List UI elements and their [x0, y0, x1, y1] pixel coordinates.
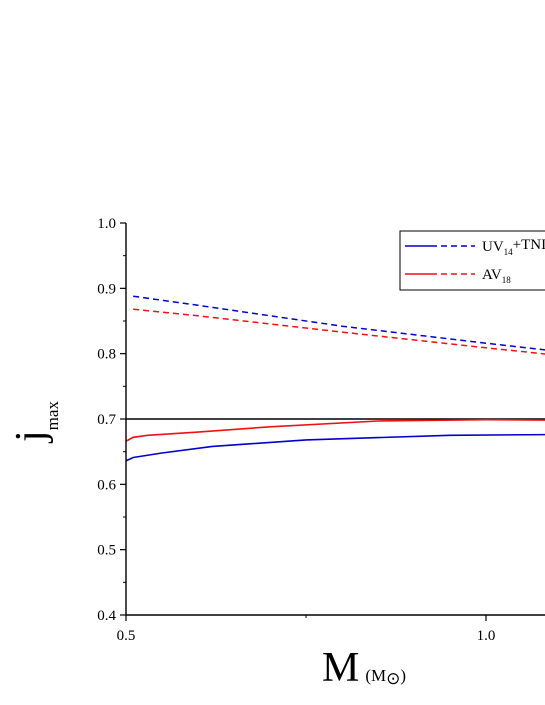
axes: 0.40.50.60.70.80.91.00.51.01.52.0	[97, 216, 545, 644]
x-axis-title: M (M⊙)	[322, 645, 406, 691]
y-axis-title: jmax	[8, 401, 62, 444]
y-tick-label: 0.7	[97, 412, 116, 428]
y-tick-label: 0.5	[97, 543, 116, 559]
series-1-dashed-line	[133, 308, 545, 355]
x-tick-label: 1.0	[477, 628, 496, 644]
legend-label: AV18	[482, 267, 511, 285]
y-tick-label: 1.0	[97, 216, 116, 232]
series-layer	[126, 295, 545, 462]
series-1-solid-line	[126, 418, 545, 442]
x-tick-label: 0.5	[117, 628, 136, 644]
y-tick-label: 0.4	[97, 608, 116, 624]
series-0-dashed-line	[133, 295, 545, 351]
legend-label: UV14+TNI	[482, 237, 545, 257]
legend-box	[399, 230, 545, 291]
y-tick-label: 0.9	[97, 281, 116, 297]
series-0-solid-line	[126, 433, 545, 462]
y-tick-label: 0.8	[97, 347, 116, 363]
y-tick-label: 0.6	[97, 477, 116, 493]
legend: UV14+TNI AV18	[399, 230, 545, 291]
